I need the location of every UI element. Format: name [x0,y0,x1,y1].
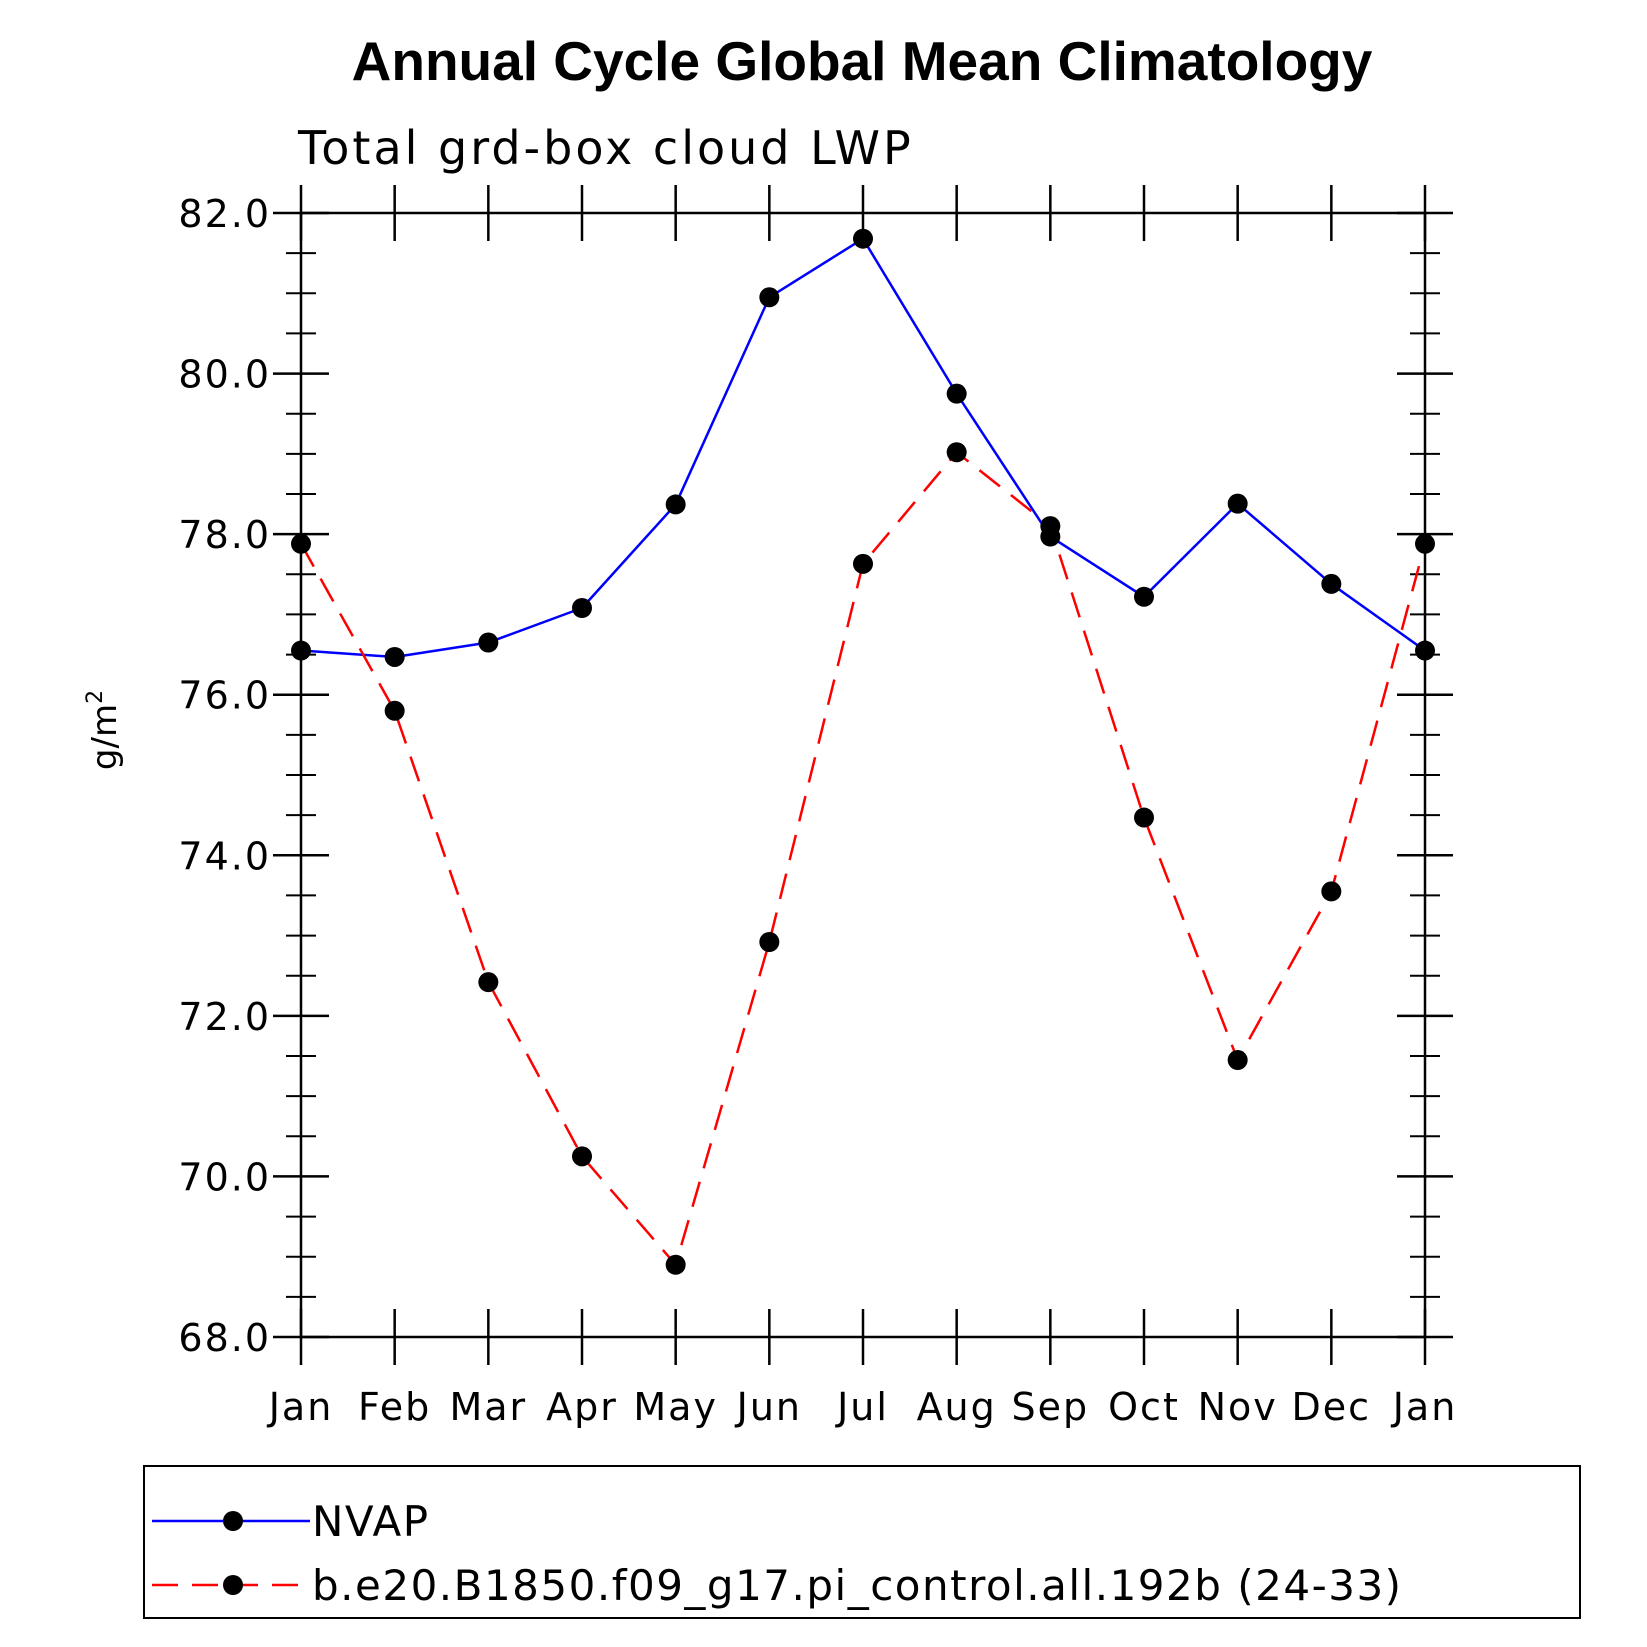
series-2-point [1040,516,1061,537]
series-2-point [572,1146,592,1167]
x-tick-label: Sep [1012,1385,1090,1429]
series-2-point [291,533,311,554]
series-2-point [946,442,967,463]
series-2-point [1227,1050,1248,1071]
y-tick-label: 74.0 [178,834,271,878]
series-lines [299,237,1427,1266]
legend-marker-1 [223,1511,243,1531]
series-markers [291,228,1435,1275]
series-1-point [1415,640,1435,661]
legend-marker-2 [223,1575,243,1595]
series-1-point [1134,586,1154,607]
y-tick-labels: 68.0 70.0 72.0 74.0 76.0 78.0 80.0 82.0 [178,192,271,1360]
series-1-point [853,228,873,249]
y-tick-label: 68.0 [178,1316,271,1360]
y-axis-label: g/m2 [83,690,125,770]
x-tick-label: May [633,1385,718,1429]
x-tick-label: Aug [917,1385,997,1429]
legend: NVAP b.e20.B1850.f09_g17.pi_control.all.1… [152,1497,1403,1610]
chart-subtitle: Total grd-box cloud LWP [297,121,914,175]
series-1-point [665,494,686,515]
series-2-point [759,931,780,952]
series-2-point [1134,807,1154,828]
series-2-point [665,1254,686,1275]
series-1-point [478,632,499,653]
x-tick-label: Nov [1198,1385,1278,1429]
series-1-point [572,598,592,619]
series-2-point [853,553,873,574]
x-tick-label: Jun [735,1385,802,1429]
series-line-1 [300,237,1426,659]
y-tick-label: 82.0 [178,192,271,236]
x-tick-label: Apr [546,1385,618,1429]
y-tick-label: 80.0 [178,353,271,397]
y-tick-label: 70.0 [178,1155,271,1199]
series-1-point [384,646,405,667]
series-2-point [1415,533,1435,554]
tick-marks [273,185,1453,1365]
series-1-point [1227,493,1248,514]
x-tick-label: Oct [1108,1385,1180,1429]
series-1-point [291,640,311,661]
legend-label-1: NVAP [312,1497,430,1546]
legend-label-2: b.e20.B1850.f09_g17.pi_control.all.192b … [312,1561,1403,1610]
series-1-point [759,287,780,308]
y-axis-label-superscript: 2 [83,690,108,704]
series-2-point [1321,881,1342,902]
series-line-2 [299,451,1427,1266]
y-tick-label: 78.0 [178,513,271,557]
x-tick-label: Feb [358,1385,431,1429]
series-1-point [1321,573,1342,594]
y-tick-label: 76.0 [178,674,271,718]
y-tick-label: 72.0 [178,995,271,1039]
x-tick-labels: Jan Feb Mar Apr May Jun Jul Aug Sep Oct Nov Dec Jan [267,1385,1458,1429]
series-1-point [946,383,967,404]
plot-frame [299,211,1427,1339]
chart-title: Annual Cycle Global Mean Climatology [352,30,1373,92]
x-tick-label: Jul [835,1385,889,1429]
legend-box [143,1465,1581,1619]
series-2-point [384,700,405,721]
x-tick-label: Mar [449,1385,527,1429]
x-tick-label: Dec [1292,1385,1372,1429]
y-axis-label-text: g/m [85,704,125,770]
svg-text:g/m2: g/m2 [83,690,125,770]
x-tick-label: Jan [1391,1385,1458,1429]
series-2-point [478,972,499,993]
x-tick-label: Jan [267,1385,334,1429]
